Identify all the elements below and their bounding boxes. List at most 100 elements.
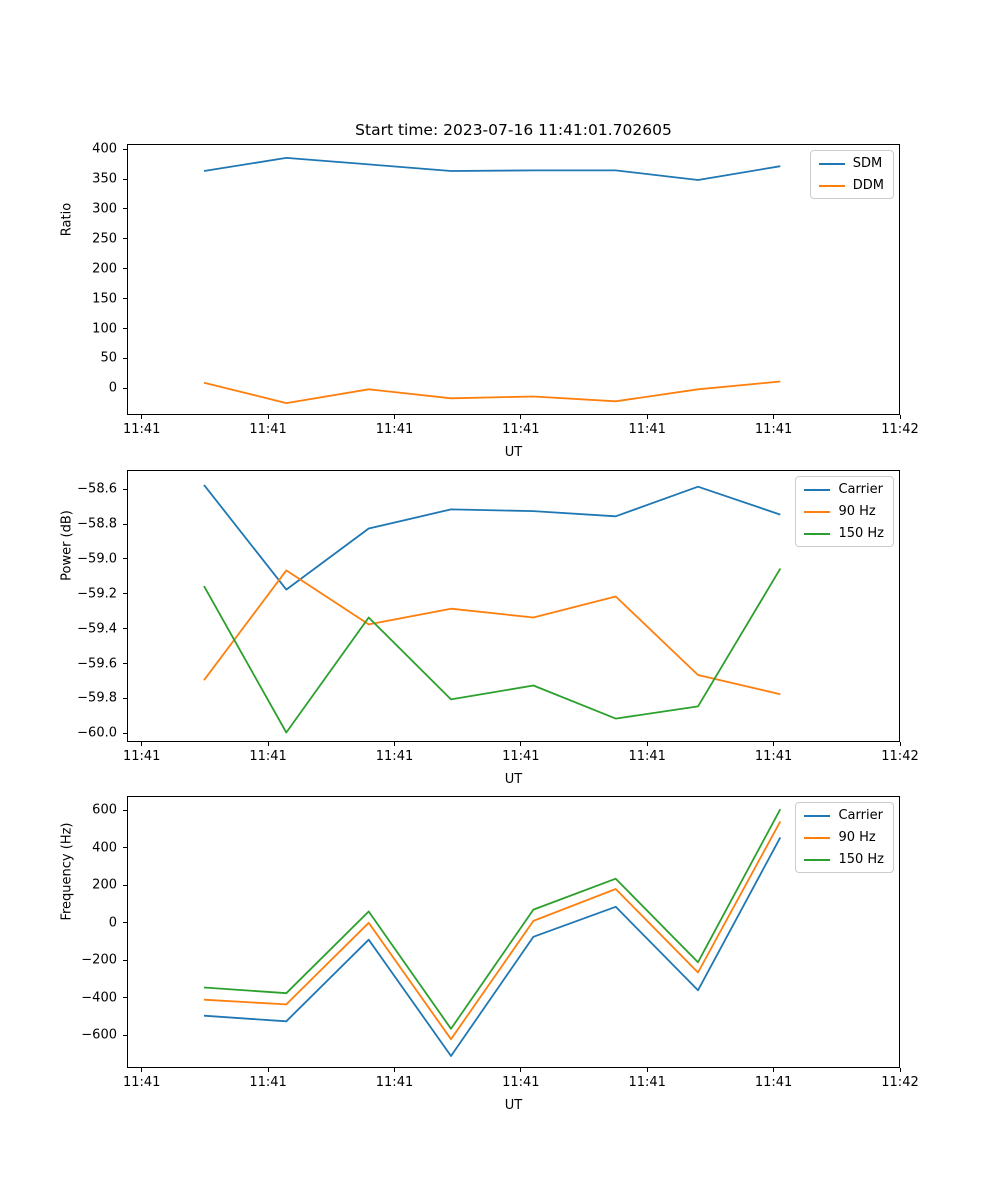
legend-entry-carrier: Carrier: [804, 808, 884, 823]
x-tick-mark: [646, 1068, 648, 1072]
y-tick-mark: [123, 328, 127, 329]
x-tick-label: 11:41: [754, 749, 793, 764]
carrier-line: [203, 836, 782, 1057]
y-tick-mark: [123, 593, 127, 595]
x-tick-mark: [267, 742, 269, 746]
x-tick-mark: [773, 1068, 775, 1072]
x-tick-label: 11:41: [502, 749, 540, 764]
y-tick-mark: [123, 809, 127, 811]
x-tick-mark: [267, 1068, 269, 1072]
ddm-legend-line-icon: [818, 184, 845, 187]
legend-entry-150-hz: 150 Hz: [804, 526, 884, 541]
x-tick-label: 11:41: [375, 749, 414, 764]
y-tick-mark: [123, 298, 127, 300]
y-tick-label: −600: [81, 1027, 117, 1043]
x-tick-label: 11:41: [122, 422, 161, 437]
legend-label: 90 Hz: [838, 830, 876, 845]
axes-plot-1: SDM DDM: [127, 144, 900, 415]
y-tick-mark: [123, 922, 127, 924]
x-tick-label: 11:42: [881, 422, 919, 437]
90-hz-line: [203, 820, 782, 1041]
legend-entry-90-hz: 90 Hz: [804, 830, 884, 845]
y-tick-label: −200: [81, 952, 117, 968]
y-tick-label: 150: [92, 291, 117, 307]
legend-entry-150-hz: 150 Hz: [804, 852, 884, 867]
x-tick-mark: [899, 742, 901, 746]
y-tick-mark: [123, 558, 127, 560]
legend-label: SDM: [852, 156, 883, 171]
x-tick-mark: [394, 742, 395, 746]
plot-area: [203, 156, 781, 405]
x-tick-label: 11:41: [375, 422, 414, 437]
y-tick-label: −59.2: [77, 586, 117, 602]
x-tick-mark: [899, 1068, 901, 1072]
y-tick-label: 400: [92, 141, 117, 157]
y-tick-mark: [123, 238, 127, 240]
y-tick-label: 300: [92, 201, 117, 217]
x-tick-label: 11:41: [249, 1075, 287, 1090]
y-tick-mark: [123, 208, 127, 210]
y-tick-mark: [123, 488, 127, 490]
y-tick-label: −59.6: [77, 656, 117, 671]
legend: Carrier 90 Hz 150 Hz: [795, 802, 894, 873]
y-tick-label: −59.4: [77, 621, 117, 637]
x-tick-label: 11:41: [502, 422, 540, 437]
x-axis-label: UT: [504, 772, 523, 787]
y-tick-label: 250: [92, 231, 117, 247]
y-tick-mark: [123, 148, 127, 150]
y-tick-mark: [123, 732, 127, 734]
plot-area: [203, 484, 782, 734]
x-tick-mark: [773, 742, 775, 746]
y-tick-label: −400: [81, 990, 117, 1006]
x-tick-mark: [520, 415, 522, 419]
y-tick-label: −58.8: [77, 516, 117, 532]
legend-entry-sdm: SDM: [818, 156, 884, 171]
sdm-line: [203, 156, 781, 181]
y-tick-mark: [123, 387, 127, 389]
legend-entry-ddm: DDM: [818, 178, 884, 193]
x-tick-label: 11:41: [628, 422, 666, 437]
y-tick-mark: [123, 268, 127, 270]
x-tick-mark: [646, 742, 648, 746]
y-tick-mark: [123, 1034, 127, 1036]
150-hz-line: [203, 808, 782, 1030]
y-tick-label: −59.8: [77, 690, 117, 706]
x-tick-label: 11:41: [754, 1075, 793, 1090]
x-tick-mark: [141, 415, 143, 419]
y-tick-mark: [123, 663, 127, 664]
90-hz-legend-line-icon: [804, 510, 831, 513]
y-tick-label: −60.0: [77, 725, 117, 741]
y-tick-mark: [123, 847, 127, 849]
carrier-legend-line-icon: [804, 488, 831, 491]
chart-title: Start time: 2023-07-16 11:41:01.702605: [355, 121, 672, 139]
y-tick-mark: [123, 628, 127, 630]
x-tick-label: 11:41: [628, 1075, 666, 1090]
y-tick-label: 200: [92, 877, 117, 893]
x-axis-label: UT: [504, 445, 523, 460]
x-tick-label: 11:42: [881, 1075, 919, 1090]
x-tick-mark: [141, 1068, 143, 1072]
y-tick-mark: [123, 997, 127, 999]
legend-label: 90 Hz: [838, 504, 876, 519]
y-axis-label: Power (dB): [59, 510, 75, 581]
y-tick-label: −59.0: [77, 551, 117, 567]
90-hz-line: [203, 569, 781, 696]
x-tick-label: 11:42: [881, 749, 919, 764]
legend-label: 150 Hz: [838, 852, 884, 867]
x-tick-label: 11:41: [249, 422, 287, 437]
y-tick-mark: [123, 959, 127, 961]
y-tick-label: 600: [92, 802, 117, 818]
legend-entry-carrier: Carrier: [804, 482, 884, 497]
x-tick-label: 11:41: [249, 749, 287, 764]
plot-area: [203, 808, 782, 1057]
x-tick-mark: [773, 415, 775, 419]
legend-label: Carrier: [838, 482, 883, 497]
x-tick-label: 11:41: [754, 422, 793, 437]
axes-plot-2: Carrier 90 Hz 150 Hz: [127, 470, 900, 742]
150-hz-legend-line-icon: [804, 858, 831, 861]
legend-label: DDM: [852, 178, 884, 193]
x-tick-mark: [394, 415, 395, 419]
x-tick-mark: [899, 415, 901, 419]
x-tick-label: 11:41: [628, 749, 666, 764]
